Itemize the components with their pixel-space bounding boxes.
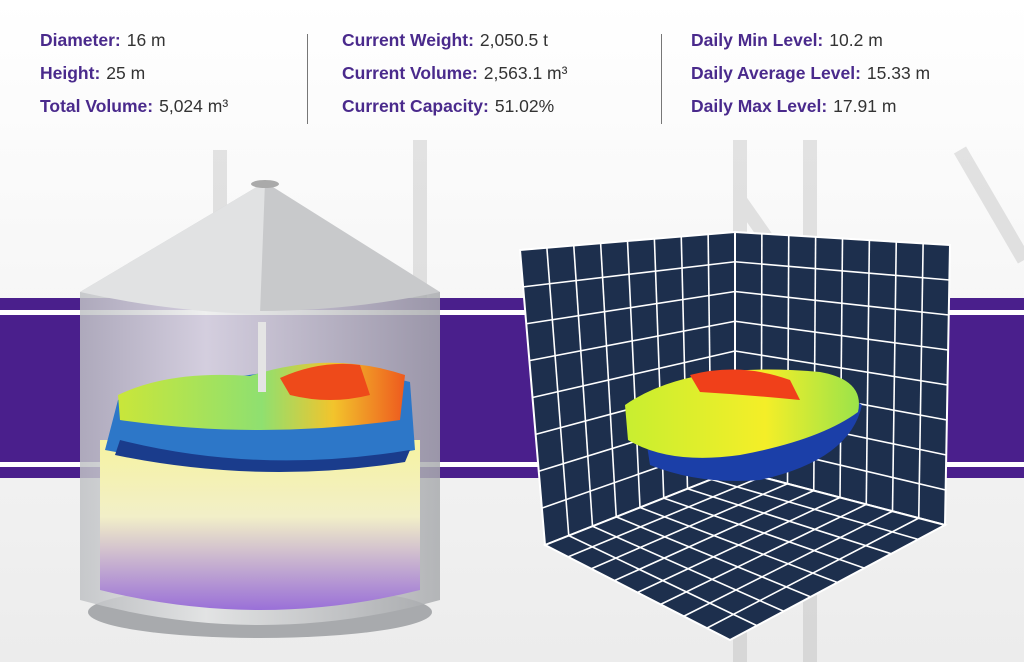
- stat-label: Current Weight:: [342, 30, 474, 50]
- stat-value: 5,024 m³: [159, 96, 229, 116]
- stat-row: Current Volume: 2,563.1 m³: [342, 63, 567, 96]
- stats-column: Diameter: 16 m Height: 25 m Total Volume: 5,0…: [40, 30, 228, 129]
- grid-wall: [663, 497, 865, 569]
- stat-row: Daily Max Level: 17.91 m: [691, 96, 930, 129]
- grid-wall: [637, 496, 841, 594]
- stat-value: 15.33 m: [866, 63, 931, 83]
- stat-label: Daily Max Level:: [691, 96, 828, 116]
- stat-row: Diameter: 16 m: [40, 30, 228, 63]
- grid-wall: [660, 503, 867, 606]
- stats-column: Current Weight: 2,050.5 t Current Volume: 2…: [342, 30, 567, 129]
- grid-wall: [865, 240, 871, 505]
- stat-row: Current Weight: 2,050.5 t: [342, 30, 567, 63]
- grid-wall: [683, 510, 893, 617]
- stat-row: Daily Min Level: 10.2 m: [691, 30, 930, 63]
- grid-wall: [891, 241, 898, 512]
- stat-label: Daily Min Level:: [691, 30, 824, 50]
- stat-value: 25 m: [106, 63, 146, 83]
- stat-label: Current Volume:: [342, 63, 478, 83]
- stats-column: Daily Min Level: 10.2 m Daily Average Leve…: [691, 30, 930, 129]
- separator: [307, 34, 308, 124]
- grid-wall: [706, 517, 920, 629]
- stat-label: Current Capacity:: [342, 96, 489, 116]
- grid-wall: [687, 487, 892, 555]
- stat-label: Height:: [40, 63, 101, 83]
- heatmap-surface: [625, 369, 862, 481]
- stat-row: Current Capacity: 51.02%: [342, 96, 567, 129]
- stat-value: 2,050.5 t: [479, 30, 549, 50]
- stat-value: 2,563.1 m³: [483, 63, 568, 83]
- stat-value: 51.02%: [494, 96, 555, 116]
- grid-wall: [917, 243, 924, 519]
- stat-label: Total Volume:: [40, 96, 154, 116]
- separator: [661, 34, 662, 124]
- grid-wall: [734, 350, 948, 386]
- grid-wall: [532, 350, 736, 399]
- grid-wall: [711, 478, 919, 541]
- grid-wall: [542, 468, 948, 642]
- stat-value: 17.91 m: [833, 96, 897, 116]
- silo: [80, 180, 440, 638]
- stat-row: Height: 25 m: [40, 63, 228, 96]
- stat-value: 10.2 m: [829, 30, 883, 50]
- stat-label: Diameter:: [40, 30, 121, 50]
- stat-value: 16 m: [126, 30, 166, 50]
- stat-label: Daily Average Level:: [691, 63, 861, 83]
- stat-row: Total Volume: 5,024 m³: [40, 96, 228, 129]
- stat-row: Daily Average Level: 15.33 m: [691, 63, 930, 96]
